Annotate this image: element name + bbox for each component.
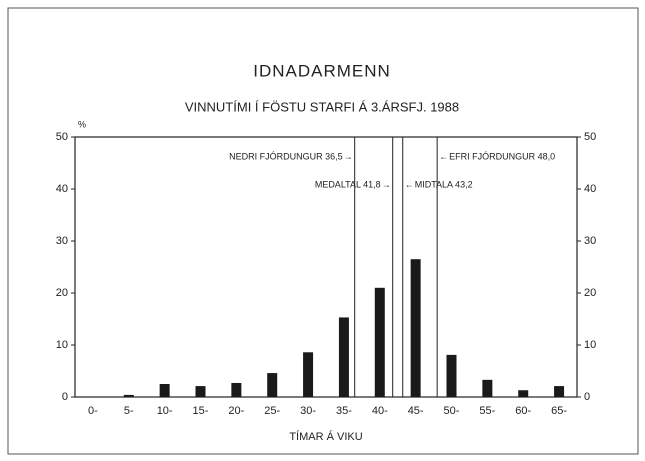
bar bbox=[303, 352, 314, 397]
x-axis-label: TÍMAR Á VIKU bbox=[289, 430, 362, 443]
x-tick-label: 65- bbox=[551, 405, 567, 417]
bar bbox=[374, 287, 385, 397]
marker-label: NEDRI FJÓRDUNGUR 36,5 bbox=[229, 151, 343, 161]
x-tick-label: 0- bbox=[88, 405, 98, 417]
bar bbox=[482, 379, 493, 397]
bar bbox=[410, 259, 421, 397]
y-tick-label: 50 bbox=[56, 131, 68, 143]
x-tick-label: 60- bbox=[515, 405, 531, 417]
y-axis-label: % bbox=[78, 119, 86, 129]
frame bbox=[7, 7, 639, 455]
y2-tick-label: 0 bbox=[584, 391, 590, 403]
y2-tick-label: 40 bbox=[584, 183, 596, 195]
arrow: → bbox=[344, 151, 353, 161]
y-tick-label: 20 bbox=[56, 287, 68, 299]
bar bbox=[554, 386, 565, 397]
bar bbox=[518, 390, 529, 397]
bar bbox=[123, 394, 134, 397]
arrow: ← bbox=[439, 151, 448, 161]
x-tick-label: 10- bbox=[157, 405, 173, 417]
bar bbox=[338, 317, 349, 397]
x-tick-label: 15- bbox=[193, 405, 209, 417]
arrow: → bbox=[382, 179, 391, 189]
x-tick-label: 45- bbox=[408, 405, 424, 417]
marker-label: MEDALTAL 41,8 bbox=[315, 179, 381, 189]
y2-tick-label: 20 bbox=[584, 287, 596, 299]
x-tick-label: 40- bbox=[372, 405, 388, 417]
plot-frame bbox=[74, 136, 578, 398]
y-tick-label: 40 bbox=[56, 183, 68, 195]
y-tick-label: 30 bbox=[56, 235, 68, 247]
marker-label: EFRI FJÓRDUNGUR 48,0 bbox=[449, 151, 555, 161]
bar bbox=[267, 373, 278, 397]
x-tick-label: 25- bbox=[264, 405, 280, 417]
x-tick-label: 20- bbox=[228, 405, 244, 417]
y-tick-label: 0 bbox=[62, 391, 68, 403]
bar bbox=[195, 386, 206, 397]
x-tick-label: 5- bbox=[124, 405, 134, 417]
y2-tick-label: 50 bbox=[584, 131, 596, 143]
x-tick-label: 35- bbox=[336, 405, 352, 417]
chart-title: IDNADARMENN bbox=[253, 61, 391, 80]
bar bbox=[231, 382, 242, 397]
y2-tick-label: 30 bbox=[584, 235, 596, 247]
x-tick-label: 30- bbox=[300, 405, 316, 417]
chart-subtitle: VINNUTÍMI Í FÖSTU STARFI Á 3.ÁRSFJ. 1988 bbox=[185, 99, 459, 114]
y-tick-label: 10 bbox=[56, 339, 68, 351]
x-tick-label: 55- bbox=[479, 405, 495, 417]
bar bbox=[446, 354, 457, 397]
x-tick-label: 50- bbox=[444, 405, 460, 417]
marker-label: MIDTALA 43,2 bbox=[415, 179, 473, 189]
arrow: ← bbox=[405, 179, 414, 189]
y2-tick-label: 10 bbox=[584, 339, 596, 351]
bar bbox=[159, 384, 170, 397]
